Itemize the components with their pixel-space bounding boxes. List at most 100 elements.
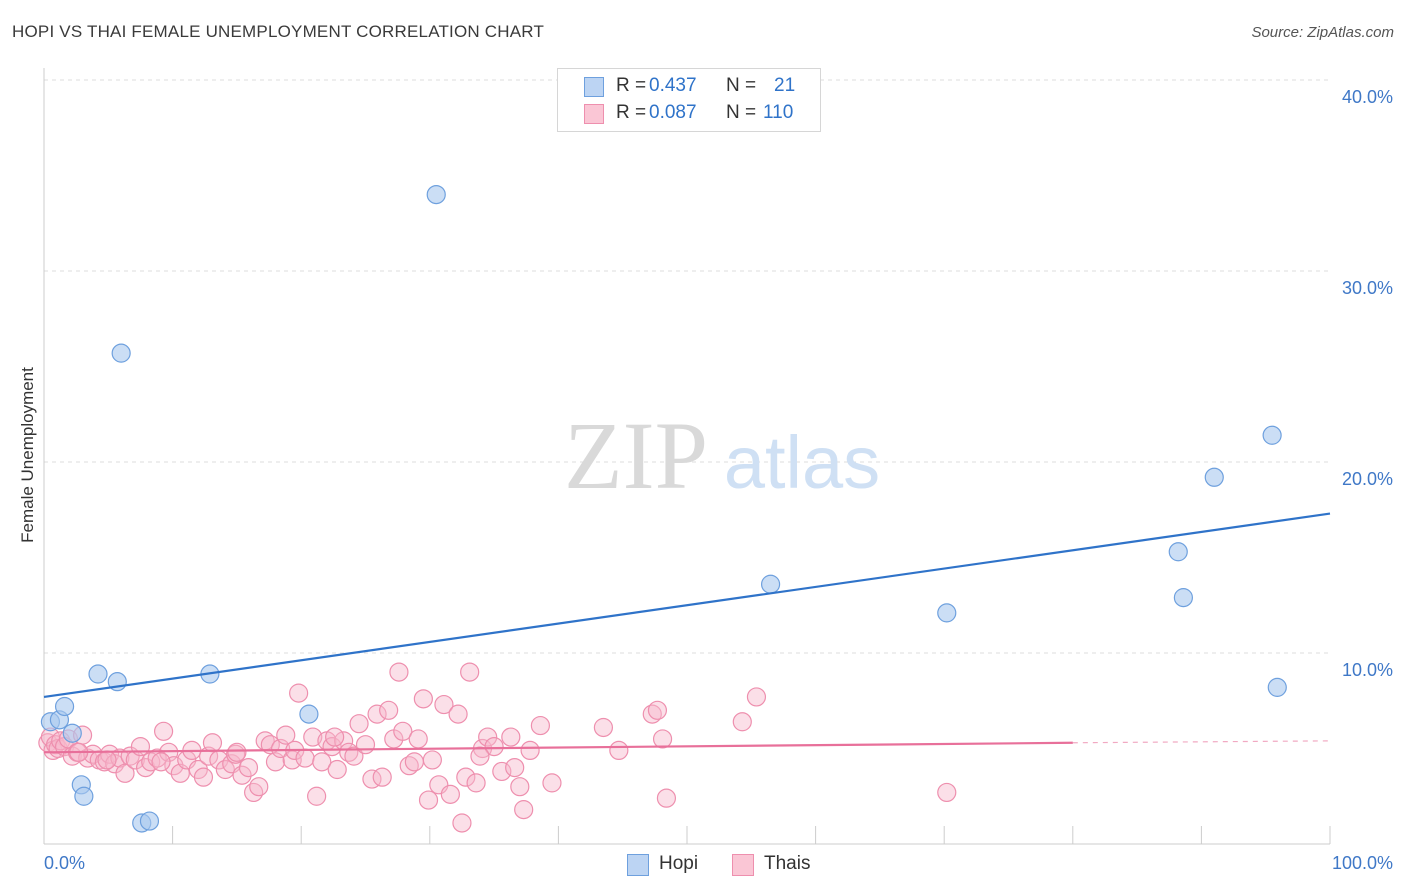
hopi-swatch bbox=[584, 77, 604, 97]
x-tick-label: 0.0% bbox=[44, 853, 85, 873]
thai-point bbox=[367, 704, 387, 724]
thai-point bbox=[344, 746, 364, 766]
thai-point bbox=[593, 717, 614, 738]
thai-point bbox=[440, 784, 460, 804]
thai-point bbox=[652, 729, 673, 749]
y-tick-label: 10.0% bbox=[1342, 660, 1393, 680]
x-tick-label: 100.0% bbox=[1332, 853, 1393, 873]
hopi-point bbox=[426, 185, 446, 205]
thai-point bbox=[289, 683, 309, 703]
y-tick-label: 30.0% bbox=[1342, 278, 1393, 298]
y-tick-label: 40.0% bbox=[1342, 87, 1393, 107]
thai-point bbox=[434, 694, 454, 715]
thai-point bbox=[418, 790, 439, 810]
thai-point bbox=[642, 704, 662, 724]
hopi-point bbox=[760, 574, 781, 594]
thai-point bbox=[399, 756, 419, 776]
thai-point bbox=[413, 689, 433, 709]
thai-point bbox=[295, 748, 315, 768]
chart-title: HOPI VS THAI FEMALE UNEMPLOYMENT CORRELA… bbox=[12, 22, 545, 41]
hopi-point bbox=[1173, 588, 1193, 608]
hopi-point bbox=[74, 786, 94, 806]
thai-point bbox=[484, 736, 504, 757]
thai-point bbox=[307, 786, 327, 806]
thai-point bbox=[505, 757, 525, 778]
thai-point bbox=[609, 740, 629, 761]
hopi-points bbox=[40, 185, 1287, 833]
chart-source: Source: ZipAtlas.com bbox=[1251, 24, 1394, 41]
hopi-point bbox=[111, 343, 131, 363]
thai-point bbox=[372, 767, 392, 787]
thai-swatch bbox=[584, 104, 604, 124]
thai-point bbox=[492, 761, 512, 782]
thai-point bbox=[393, 721, 413, 741]
thai-point bbox=[656, 788, 677, 808]
thai-point bbox=[478, 727, 498, 747]
hopi-point bbox=[1267, 677, 1287, 697]
thai-point bbox=[542, 773, 562, 793]
thai-point bbox=[147, 748, 167, 768]
hopi-r-label: R = bbox=[616, 75, 647, 96]
thai-point bbox=[530, 715, 550, 736]
y-tick-label: 20.0% bbox=[1342, 469, 1393, 489]
thai-point bbox=[130, 736, 151, 757]
thai-point bbox=[520, 740, 540, 761]
thai-point bbox=[153, 721, 174, 741]
thai-r-label: R = bbox=[616, 102, 647, 123]
thai-point bbox=[460, 662, 480, 682]
thai-point bbox=[389, 662, 409, 682]
hopi-point bbox=[139, 811, 160, 831]
trend-lines bbox=[43, 512, 1331, 754]
thai-point bbox=[325, 727, 345, 747]
thai-point bbox=[647, 700, 668, 720]
thai-point bbox=[746, 687, 767, 707]
hopi-point bbox=[1262, 425, 1282, 445]
stats-row-hopi: R = 0.437 N = 21 bbox=[558, 73, 820, 99]
thai-point bbox=[249, 777, 269, 797]
legend-thai-label: Thais bbox=[764, 853, 811, 874]
hopi-point bbox=[1204, 467, 1224, 487]
thai-point bbox=[276, 725, 296, 745]
legend-hopi-swatch bbox=[627, 854, 649, 876]
watermark: ZIP atlas bbox=[564, 402, 880, 509]
thai-point bbox=[470, 746, 490, 766]
thai-point bbox=[379, 700, 399, 720]
thai-point bbox=[732, 712, 752, 732]
thai-trend-line bbox=[43, 741, 1073, 754]
legend-hopi-label: Hopi bbox=[659, 853, 699, 874]
stats-legend-box: R = 0.437 N = 21 R = 0.087 N = 110 bbox=[557, 68, 821, 132]
thai-point bbox=[202, 733, 223, 753]
hopi-n-label: N = bbox=[726, 75, 757, 96]
legend-thai-swatch bbox=[732, 854, 754, 876]
thai-point bbox=[422, 750, 442, 770]
thai-point bbox=[227, 742, 247, 762]
hopi-point bbox=[62, 723, 82, 743]
thai-r-value: 0.087 bbox=[649, 102, 697, 123]
thai-point bbox=[232, 765, 252, 785]
thai-point bbox=[97, 750, 117, 770]
watermark-zip: ZIP bbox=[564, 402, 708, 509]
thai-point bbox=[244, 782, 264, 803]
thai-point bbox=[514, 800, 534, 820]
hopi-n-value: 21 bbox=[774, 75, 796, 96]
thai-point bbox=[408, 729, 428, 749]
thai-point bbox=[115, 763, 135, 783]
hopi-point bbox=[299, 704, 319, 724]
thai-point bbox=[452, 813, 472, 833]
thai-point bbox=[456, 767, 476, 787]
thai-point bbox=[355, 735, 376, 755]
watermark-atlas: atlas bbox=[724, 421, 880, 504]
thai-point bbox=[466, 773, 486, 793]
grid-lines bbox=[44, 79, 1330, 654]
thai-point bbox=[404, 752, 424, 772]
thai-point bbox=[238, 757, 259, 778]
stats-row-thai: R = 0.087 N = 110 bbox=[558, 100, 820, 126]
thai-point bbox=[448, 704, 468, 724]
thai-point bbox=[151, 752, 171, 772]
thai-point bbox=[339, 742, 359, 762]
thai-n-value: 110 bbox=[763, 102, 794, 123]
hopi-point bbox=[54, 696, 75, 717]
thai-point bbox=[501, 727, 521, 747]
thai-trend-line-dashed bbox=[1072, 740, 1331, 744]
